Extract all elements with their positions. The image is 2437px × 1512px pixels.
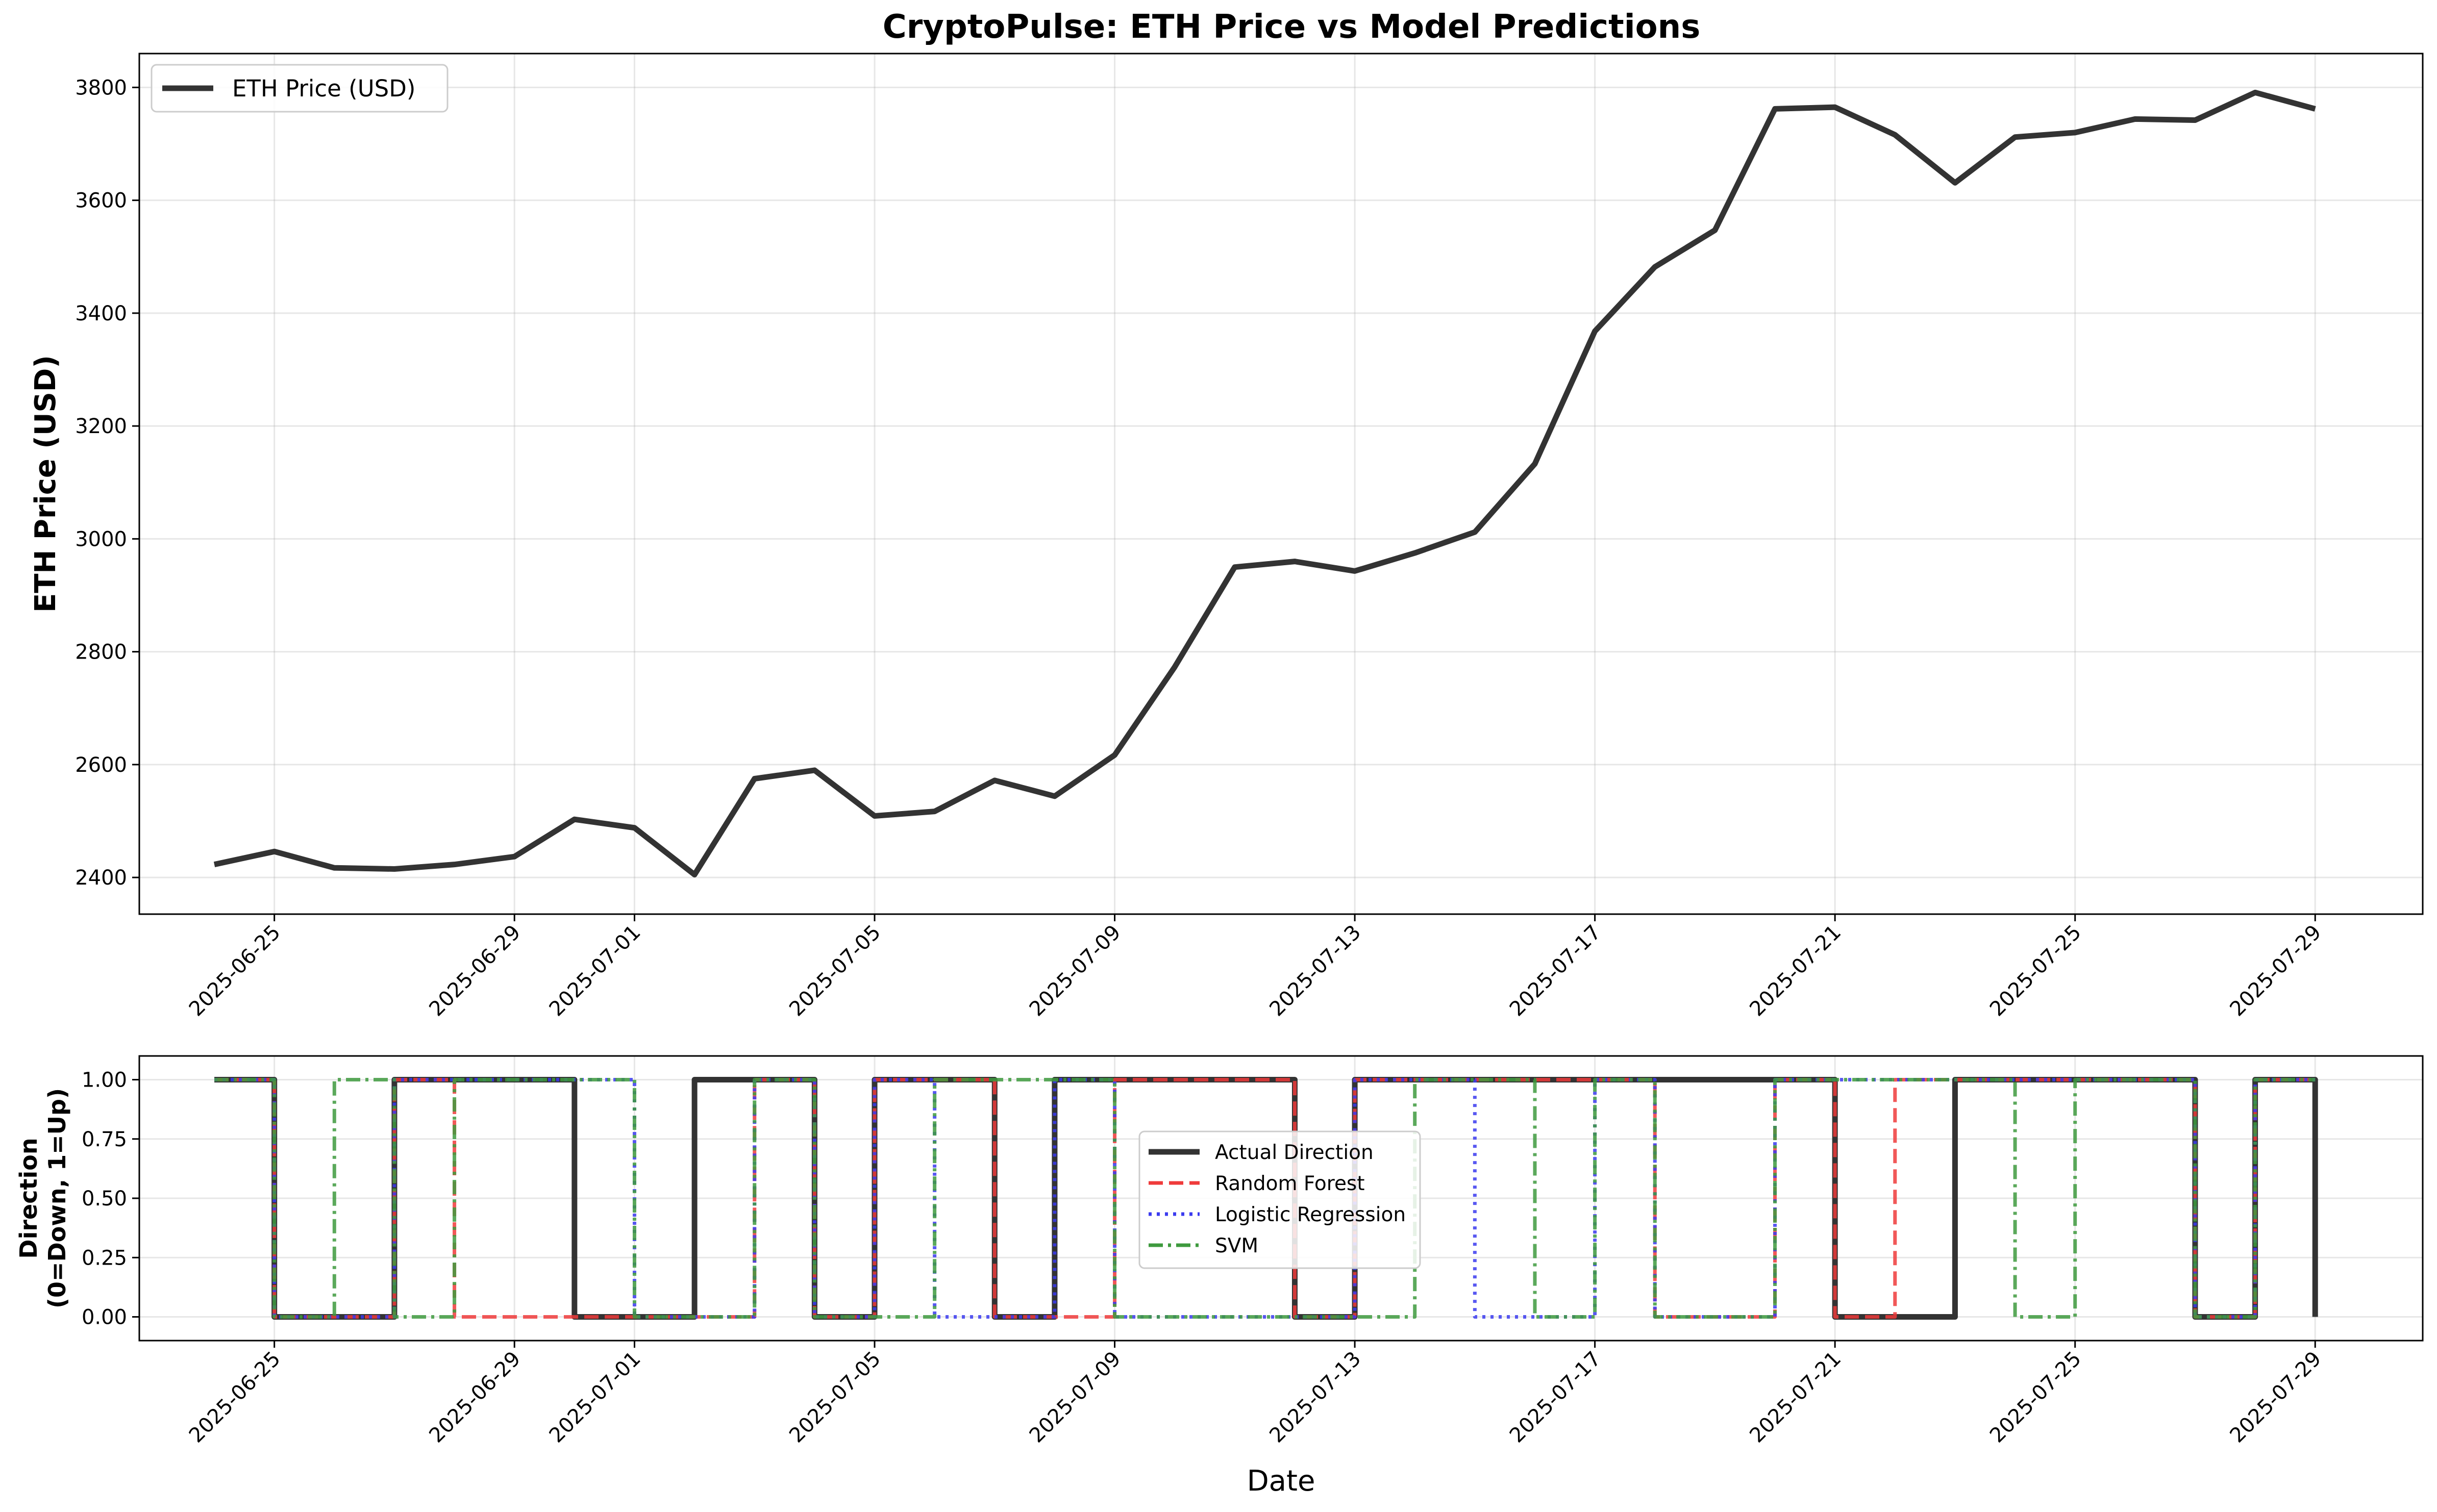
y-tick-label: 3200 <box>75 415 127 438</box>
y-axis-label: ETH Price (USD) <box>29 355 62 613</box>
legend-label: Logistic Regression <box>1215 1203 1406 1226</box>
legend-label: ETH Price (USD) <box>232 75 415 102</box>
y-tick-label: 3400 <box>75 302 127 325</box>
y-tick-label: 2800 <box>75 641 127 664</box>
y-tick-label: 3000 <box>75 527 127 551</box>
legend-label: Random Forest <box>1215 1172 1365 1195</box>
legend-box <box>1138 1130 1421 1269</box>
legend: ETH Price (USD) <box>151 64 449 113</box>
axes-frame <box>138 53 2424 915</box>
grid-lines <box>139 54 2423 914</box>
y-tick-label: 2600 <box>75 753 127 777</box>
y-tick-label: 0.75 <box>82 1128 127 1151</box>
legend: Actual Direction Random Forest Logistic Re… <box>1138 1130 1421 1269</box>
legend-label: SVM <box>1215 1234 1258 1257</box>
figure-title: CryptoPulse: ETH Price vs Model Predicti… <box>883 8 1701 46</box>
y-tick-label: 2400 <box>75 866 127 890</box>
y-tick-label: 0.00 <box>82 1306 127 1329</box>
y-axis-label: Direction <box>15 1138 42 1258</box>
series-line-random-forest <box>214 1078 2316 1319</box>
axes-frame <box>138 1055 2424 1342</box>
legend-box <box>151 64 449 113</box>
y-tick-label: 3600 <box>75 189 127 213</box>
series-line-svm <box>214 1078 2316 1319</box>
series-line-eth-price-usd- <box>213 89 2316 878</box>
y-tick-label: 1.00 <box>82 1069 127 1092</box>
y-tick-label: 0.25 <box>82 1246 127 1270</box>
y-tick-label: 3800 <box>75 76 127 99</box>
x-axis-label: Date <box>1247 1465 1315 1498</box>
y-tick-label: 0.50 <box>82 1187 127 1211</box>
y-axis-label: (0=Down, 1=Up) <box>43 1088 71 1308</box>
legend-label: Actual Direction <box>1215 1141 1374 1164</box>
